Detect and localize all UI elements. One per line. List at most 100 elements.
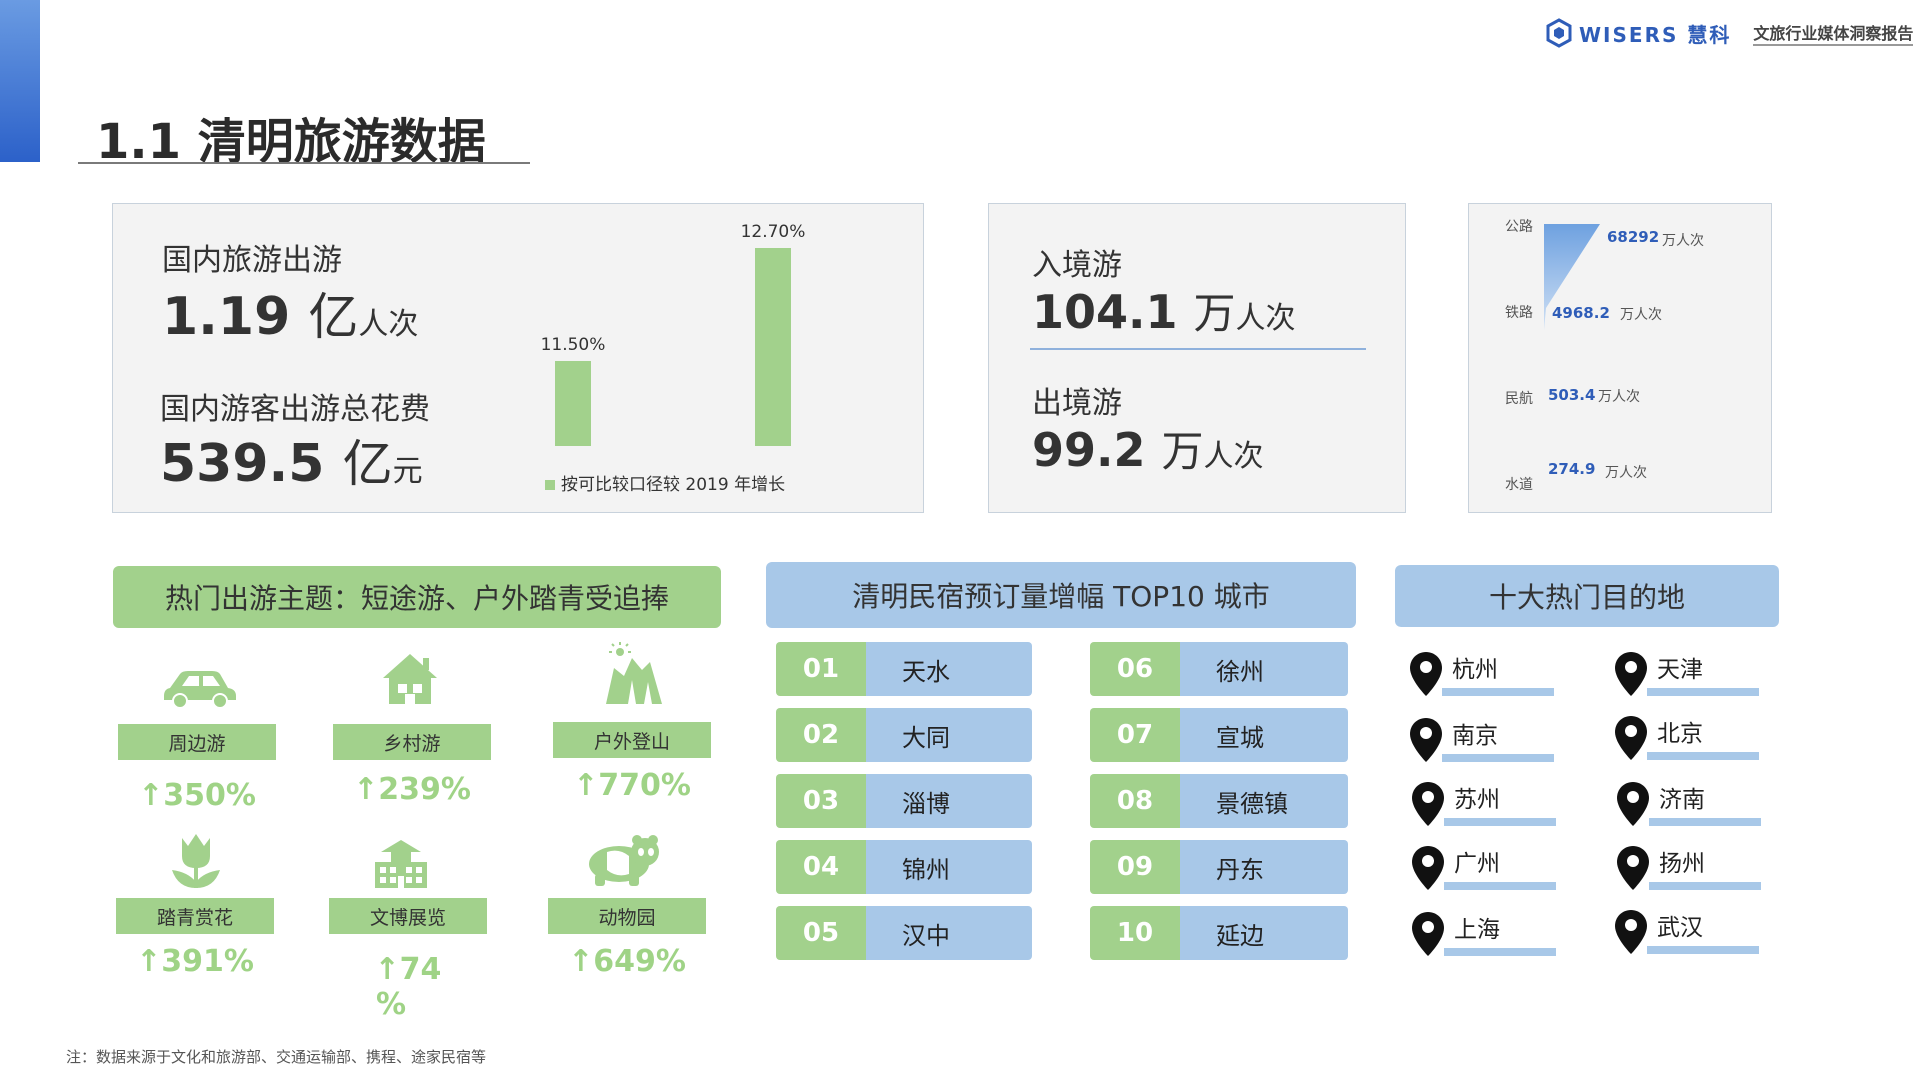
rank-number: 06: [1090, 642, 1180, 696]
theme-label-flowers: 踏青赏花: [116, 898, 274, 934]
theme-growth-rural: ↑239%: [353, 772, 471, 807]
theme-growth-museum-line2: %: [376, 987, 407, 1022]
destinations-grid: 杭州 天津 南京 北京 苏州 济南 广州 扬州 上海 武汉: [1410, 650, 1780, 970]
inbound-unit-small: 人次: [1235, 301, 1296, 336]
title-underline: [78, 162, 530, 164]
destination-item: 济南: [1617, 780, 1761, 826]
rank-city: 大同: [866, 708, 1032, 762]
transport-mode-rail: 铁路: [1505, 305, 1533, 321]
homestay-rank-row: 06 徐州: [1090, 642, 1348, 696]
legend-text: 按可比较口径较 2019 年增长: [561, 475, 786, 495]
destination-item: 上海: [1412, 910, 1556, 956]
theme-growth-hiking: ↑770%: [573, 768, 691, 803]
homestay-rank-row: 08 景德镇: [1090, 774, 1348, 828]
report-tag: 文旅行业媒体洞察报告: [1753, 20, 1914, 46]
domestic-trips-value: 1.19 亿人次: [162, 277, 418, 349]
rank-number: 07: [1090, 708, 1180, 762]
bar-domestic-trips: [555, 361, 591, 446]
homestay-list-right: 06 徐州 07 宣城 08 景德镇 09 丹东 10 延边: [1090, 642, 1348, 960]
bar-label-domestic-trips: 11.50%: [540, 335, 606, 356]
destination-name: 天津: [1647, 650, 1759, 696]
transport-panel: [1468, 203, 1772, 513]
brand-logo-icon: [1546, 18, 1572, 48]
trips-number: 1.19: [162, 287, 291, 347]
domestic-trips-label: 国内旅游出游: [162, 243, 342, 278]
museum-icon: [370, 834, 432, 890]
theme-growth-nearby: ↑350%: [138, 778, 256, 813]
outbound-label: 出境游: [1032, 386, 1122, 421]
rank-number: 04: [776, 840, 866, 894]
legend-swatch: [545, 480, 555, 490]
homestay-rank-row: 03 淄博: [776, 774, 1032, 828]
destinations-header: 十大热门目的地: [1395, 565, 1779, 627]
outbound-unit-big: 万: [1161, 427, 1204, 476]
domestic-spend-label: 国内游客出游总花费: [160, 392, 430, 427]
transport-unit-air: 万人次: [1598, 389, 1640, 405]
transport-value-water: 274.9: [1548, 460, 1596, 478]
rank-city: 汉中: [866, 906, 1032, 960]
spend-unit-big: 亿: [342, 435, 393, 493]
destination-item: 武汉: [1615, 908, 1759, 954]
destination-name: 南京: [1442, 716, 1554, 762]
homestay-list-left: 01 天水 02 大同 03 淄博 04 锦州 05 汉中: [776, 642, 1032, 960]
inbound-unit-big: 万: [1193, 289, 1236, 338]
growth-bar-chart: 11.50% 12.70%: [530, 220, 830, 446]
outbound-unit-small: 人次: [1203, 439, 1264, 474]
rank-number: 10: [1090, 906, 1180, 960]
homestay-rank-row: 04 锦州: [776, 840, 1032, 894]
brand-header: WISERS 慧科 文旅行业媒体洞察报告: [1545, 18, 1914, 48]
theme-label-hiking: 户外登山: [553, 722, 711, 758]
destination-name: 北京: [1647, 714, 1759, 760]
destination-item: 苏州: [1412, 780, 1556, 826]
transport-value-air: 503.4: [1548, 386, 1596, 404]
homestay-rank-row: 07 宣城: [1090, 708, 1348, 762]
rank-city: 淄博: [866, 774, 1032, 828]
crossborder-panel: [988, 203, 1406, 513]
bar-domestic-spend: [755, 248, 791, 446]
bar-label-domestic-spend: 12.70%: [740, 222, 806, 243]
page-title: 1.1 清明旅游数据: [96, 114, 486, 170]
transport-mode-air: 民航: [1505, 391, 1533, 407]
transport-unit-rail: 万人次: [1620, 307, 1662, 323]
outbound-number: 99.2: [1032, 423, 1146, 477]
map-pin-icon: [1412, 846, 1444, 890]
transport-unit-road: 万人次: [1662, 233, 1704, 249]
inbound-value: 104.1 万人次: [1032, 280, 1296, 341]
theme-label-museum: 文博展览: [329, 898, 487, 934]
trips-unit-small: 人次: [358, 307, 419, 342]
footnote: 注：数据来源于文化和旅游部、交通运输部、携程、途家民宿等: [66, 1048, 487, 1066]
destination-item: 南京: [1410, 716, 1554, 762]
rank-city: 锦州: [866, 840, 1032, 894]
rank-city: 天水: [866, 642, 1032, 696]
map-pin-icon: [1615, 910, 1647, 954]
map-pin-icon: [1412, 912, 1444, 956]
transport-mode-water: 水道: [1505, 477, 1533, 493]
map-pin-icon: [1617, 782, 1649, 826]
destination-name: 苏州: [1444, 780, 1556, 826]
tulip-icon: [160, 830, 232, 890]
brand-name: WISERS 慧科: [1579, 22, 1732, 47]
transport-value-rail: 4968.2: [1552, 304, 1610, 322]
theme-growth-flowers: ↑391%: [136, 944, 254, 979]
homestay-rank-row: 05 汉中: [776, 906, 1032, 960]
rank-number: 01: [776, 642, 866, 696]
map-pin-icon: [1412, 782, 1444, 826]
homestay-rank-row: 09 丹东: [1090, 840, 1348, 894]
map-pin-icon: [1615, 652, 1647, 696]
transport-mode-road: 公路: [1505, 219, 1533, 235]
homestay-rank-row: 10 延边: [1090, 906, 1348, 960]
themes-header: 热门出游主题：短途游、户外踏青受追捧: [113, 566, 721, 628]
destination-item: 扬州: [1617, 844, 1761, 890]
map-pin-icon: [1410, 652, 1442, 696]
destination-name: 杭州: [1442, 650, 1554, 696]
rank-number: 05: [776, 906, 866, 960]
rank-city: 景德镇: [1180, 774, 1348, 828]
rank-city: 徐州: [1180, 642, 1348, 696]
rank-number: 02: [776, 708, 866, 762]
destination-item: 天津: [1615, 650, 1759, 696]
side-accent-bar: [0, 0, 40, 162]
destination-name: 济南: [1649, 780, 1761, 826]
transport-funnel-shape: [1544, 224, 1600, 330]
outbound-value: 99.2 万人次: [1032, 418, 1264, 479]
destination-item: 杭州: [1410, 650, 1554, 696]
